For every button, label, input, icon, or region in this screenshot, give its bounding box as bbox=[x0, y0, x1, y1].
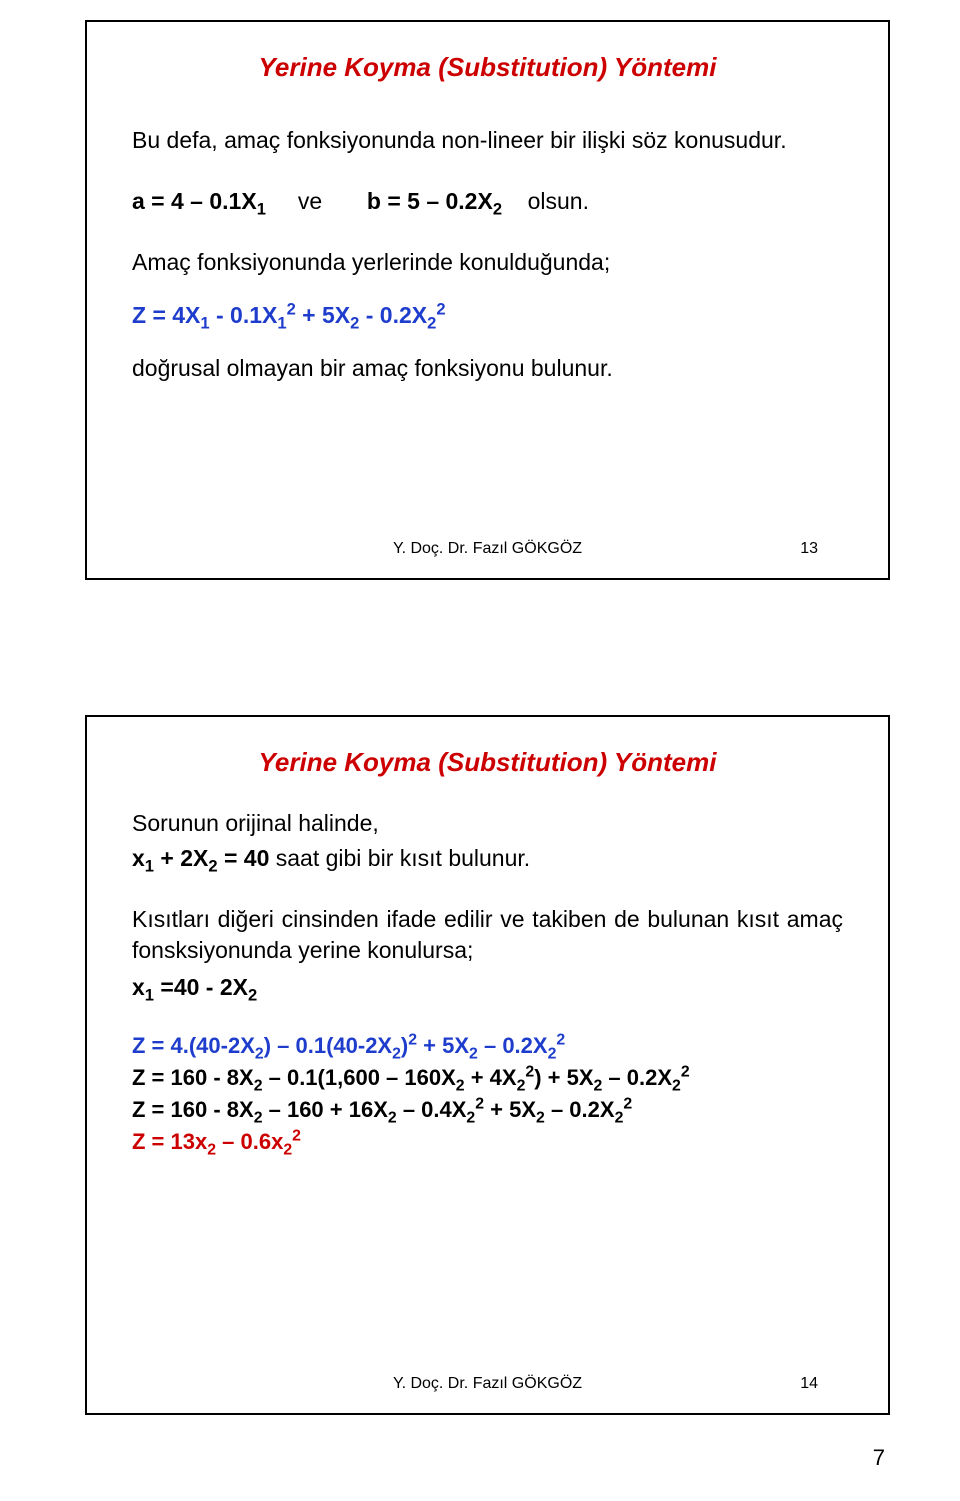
slide-14-pagenum: 14 bbox=[800, 1375, 818, 1393]
eq-z4: Z = 13x2 – 0.6x22 bbox=[132, 1129, 843, 1155]
slide-14-para-2b: x1 =40 - 2X2 bbox=[132, 972, 843, 1003]
ve-text: ve bbox=[298, 188, 322, 214]
slide-13-title: Yerine Koyma (Substitution) Yöntemi bbox=[132, 52, 843, 83]
a-expr: a = 4 – 0.1X1 bbox=[132, 188, 266, 214]
slide-13-pagenum: 13 bbox=[800, 540, 818, 558]
slide-14-footer: Y. Doç. Dr. Fazıl GÖKGÖZ 14 bbox=[87, 1375, 888, 1393]
slide-13-para-1: Bu defa, amaç fonksiyonunda non-lineer b… bbox=[132, 125, 843, 156]
slide-13-footer: Y. Doç. Dr. Fazıl GÖKGÖZ 13 bbox=[87, 540, 888, 558]
eq-z2: Z = 160 - 8X2 – 0.1(1,600 – 160X2 + 4X22… bbox=[132, 1065, 843, 1091]
slide-13-para-3: Amaç fonksiyonunda yerlerinde konulduğun… bbox=[132, 247, 843, 278]
slide-14-para-1a: Sorunun orijinal halinde, bbox=[132, 808, 843, 839]
slide-14-para-1b: x1 + 2X2 = 40 saat gibi bir kısıt bulunu… bbox=[132, 843, 843, 874]
slide-13-eq: Z = 4X1 - 0.1X12 + 5X2 - 0.2X22 bbox=[132, 300, 843, 331]
b-expr: b = 5 – 0.2X2 bbox=[367, 188, 502, 214]
eq-z3: Z = 160 - 8X2 – 160 + 16X2 – 0.4X22 + 5X… bbox=[132, 1097, 843, 1123]
slide-13-para-4: doğrusal olmayan bir amaç fonksiyonu bul… bbox=[132, 353, 843, 384]
document-page-number: 7 bbox=[873, 1445, 885, 1471]
slide-14: Yerine Koyma (Substitution) Yöntemi Soru… bbox=[85, 715, 890, 1415]
text: Bu defa, amaç fonksiyonunda non-lineer b… bbox=[132, 127, 787, 153]
slide-14-title: Yerine Koyma (Substitution) Yöntemi bbox=[132, 747, 843, 778]
footer-author: Y. Doç. Dr. Fazıl GÖKGÖZ bbox=[393, 540, 582, 557]
footer-author: Y. Doç. Dr. Fazıl GÖKGÖZ bbox=[393, 1375, 582, 1392]
olsun-text: olsun. bbox=[528, 188, 589, 214]
page-container: Yerine Koyma (Substitution) Yöntemi Bu d… bbox=[0, 0, 960, 1501]
equation-block: Z = 4.(40-2X2) – 0.1(40-2X2)2 + 5X2 – 0.… bbox=[132, 1033, 843, 1155]
slide-14-para-2a: Kısıtları diğeri cinsinden ifade edilir … bbox=[132, 904, 843, 966]
eq-z1: Z = 4.(40-2X2) – 0.1(40-2X2)2 + 5X2 – 0.… bbox=[132, 1033, 843, 1059]
constraint-expr: x1 + 2X2 = 40 bbox=[132, 845, 269, 871]
slide-13: Yerine Koyma (Substitution) Yöntemi Bu d… bbox=[85, 20, 890, 580]
slide-13-para-2: a = 4 – 0.1X1 ve b = 5 – 0.2X2 olsun. bbox=[132, 186, 843, 217]
